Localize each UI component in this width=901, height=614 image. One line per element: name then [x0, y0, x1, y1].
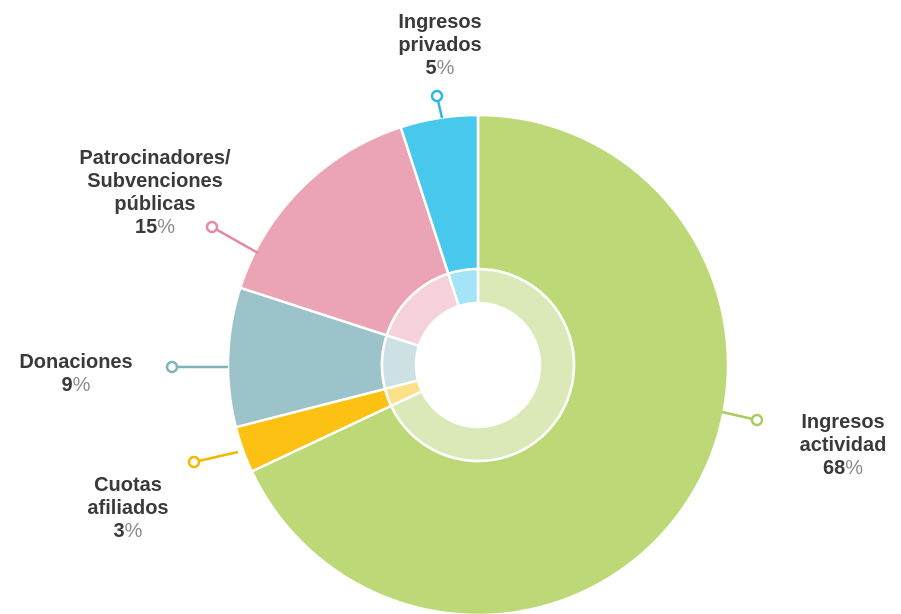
- slice-percent: 9%: [62, 374, 91, 396]
- leader-dot-patrocinadores-subvenciones-públicas: [205, 220, 219, 234]
- leader-line-patrocinadores-subvenciones-públicas: [211, 225, 259, 255]
- leader-dot-ingresos-actividad: [750, 413, 764, 427]
- slice-label-ingresos-actividad: Ingresos actividad 68%: [800, 411, 887, 479]
- slice-percent: 3%: [114, 520, 143, 542]
- leader-dot-cuotas-afiliados: [187, 455, 201, 469]
- leader-dot-donaciones: [165, 360, 179, 374]
- leader-line-cuotas-afiliados: [193, 450, 239, 464]
- slice-label-line: Ingresos: [801, 411, 884, 433]
- slice-label-ingresos-privados: Ingresos privados 5%: [398, 11, 481, 79]
- slice-label-patrocinadores-subvenciones-públicas: Patrocinadores/Subvenciones públicas 15%: [79, 147, 231, 238]
- slice-percent: 5%: [426, 57, 455, 79]
- slice-label-line: Donaciones: [19, 351, 132, 373]
- leader-dot-ingresos-privados: [430, 89, 444, 103]
- slice-label-line: públicas: [114, 193, 195, 215]
- leader-group: [165, 89, 764, 469]
- slice-label-donaciones: Donaciones 9%: [19, 351, 132, 396]
- slice-label-line: afiliados: [87, 497, 168, 519]
- slice-percent: 15%: [135, 216, 175, 238]
- slice-label-line: actividad: [800, 434, 887, 456]
- slice-label-cuotas-afiliados: Cuotas afiliados 3%: [87, 474, 168, 542]
- slice-label-line: Cuotas: [94, 474, 162, 496]
- slice-percent: 68%: [823, 457, 863, 479]
- slice-label-line: Subvenciones: [87, 170, 223, 192]
- slice-label-line: Patrocinadores/: [79, 147, 231, 169]
- label-group: Ingresos actividad 68%Cuotas afiliados 3%Don…: [19, 11, 886, 542]
- inner-ring-group: [380, 267, 576, 463]
- slice-label-line: privados: [398, 34, 481, 56]
- slice-label-line: Ingresos: [398, 11, 481, 33]
- donut-hole: [416, 303, 540, 427]
